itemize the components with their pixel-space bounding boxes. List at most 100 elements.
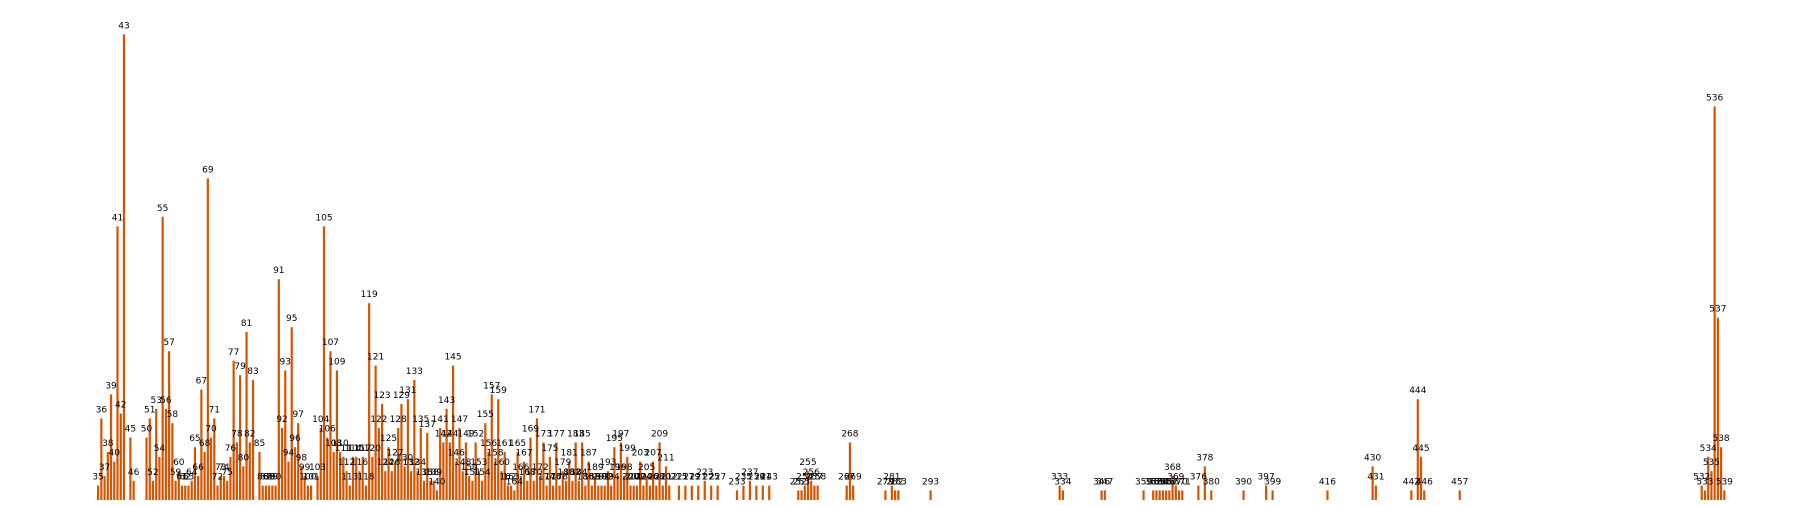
bar-label-68: 68	[199, 439, 211, 449]
bar-54	[158, 456, 161, 500]
bar-label-268: 268	[841, 429, 858, 439]
bar-label-184: 184	[570, 468, 587, 478]
bar-label-192: 192	[596, 473, 613, 483]
bar-39	[109, 394, 113, 500]
bar-label-126: 126	[383, 458, 400, 468]
bar-258	[816, 485, 819, 500]
bar-label-198: 198	[615, 463, 632, 473]
bar-label-158: 158	[486, 449, 503, 459]
bar-label-539: 539	[1716, 477, 1733, 487]
bar-label-107: 107	[322, 338, 339, 348]
bar-168	[526, 480, 529, 500]
bar-77	[232, 360, 235, 500]
bar-label-215: 215	[670, 473, 687, 483]
bar-165	[516, 452, 519, 500]
bar-256	[810, 480, 813, 500]
bar-369	[1174, 485, 1177, 500]
bar-label-109: 109	[328, 357, 345, 367]
bar-label-182: 182	[564, 468, 581, 478]
bar-label-56: 56	[160, 396, 172, 406]
bar-268	[848, 442, 852, 500]
bar-195	[613, 447, 616, 500]
bar-46	[132, 480, 135, 500]
bar-label-163: 163	[503, 473, 520, 483]
bar-157	[490, 394, 493, 500]
bar-199	[626, 456, 629, 500]
bar-label-137: 137	[419, 420, 436, 430]
bar-173	[542, 442, 545, 500]
bar-label-164: 164	[506, 477, 523, 487]
bar-label-167: 167	[515, 449, 532, 459]
bar-42	[119, 413, 122, 500]
bar-label-75: 75	[221, 468, 232, 478]
bar-117	[361, 456, 364, 500]
bar-label-196: 196	[609, 463, 626, 473]
bar-label-142: 142	[435, 429, 452, 439]
bar-label-256: 256	[803, 468, 820, 478]
bar-362	[1152, 490, 1155, 500]
bar-label-457: 457	[1451, 477, 1468, 487]
bar-label-94: 94	[283, 449, 295, 459]
bar-label-397: 397	[1258, 473, 1275, 483]
bar-366	[1165, 490, 1168, 500]
bar-233	[735, 490, 739, 500]
bar-label-195: 195	[606, 434, 623, 444]
bar-97	[297, 423, 300, 500]
bar-116	[358, 471, 361, 500]
bar-label-362: 362	[1145, 477, 1162, 487]
bar-225	[710, 485, 713, 500]
bar-label-538: 538	[1712, 434, 1729, 444]
bar-95	[290, 327, 293, 500]
bar-80	[242, 466, 245, 500]
bar-399	[1271, 490, 1274, 500]
bar-label-533: 533	[1696, 477, 1713, 487]
bar-252	[797, 490, 800, 500]
bar-label-233: 233	[728, 477, 745, 487]
bar-175	[548, 456, 551, 500]
bar-535	[1710, 471, 1713, 500]
bar-label-97: 97	[292, 410, 303, 420]
bar-label-390: 390	[1235, 477, 1252, 487]
bar-119	[368, 303, 371, 500]
bar-113	[348, 485, 351, 500]
bar-label-176: 176	[544, 473, 561, 483]
bar-185	[581, 442, 584, 500]
bar-label-80: 80	[238, 453, 250, 463]
bar-78	[235, 442, 238, 500]
bar-189	[593, 476, 597, 500]
bar-99	[303, 476, 306, 500]
bar-237	[748, 480, 751, 500]
bar-label-39: 39	[105, 381, 117, 391]
bar-label-72: 72	[212, 473, 223, 483]
bar-label-186: 186	[577, 473, 594, 483]
bar-label-132: 132	[403, 458, 420, 468]
bar-label-376: 376	[1190, 473, 1207, 483]
bar-label-194: 194	[603, 473, 620, 483]
bar-151	[471, 480, 474, 500]
bar-133	[413, 380, 416, 500]
bar-235	[742, 485, 745, 500]
bar-label-347: 347	[1096, 477, 1113, 487]
bar-label-83: 83	[247, 367, 258, 377]
bar-label-178: 178	[551, 473, 568, 483]
bar-79	[239, 375, 242, 500]
bar-label-104: 104	[312, 415, 329, 425]
bar-100	[306, 485, 309, 500]
bar-137	[426, 432, 429, 500]
bar-83	[251, 380, 255, 500]
bar-378	[1203, 466, 1206, 500]
bar-536	[1713, 106, 1716, 501]
bar-label-81: 81	[241, 319, 252, 329]
bar-88	[268, 485, 271, 500]
bar-label-193: 193	[599, 458, 616, 468]
bar-label-346: 346	[1093, 477, 1110, 487]
bar-281	[890, 485, 893, 500]
bar-label-98: 98	[296, 453, 308, 463]
bar-85	[258, 452, 261, 500]
bar-208	[655, 485, 658, 500]
bar-63	[187, 485, 190, 500]
bar-label-67: 67	[196, 377, 207, 387]
bar-label-442: 442	[1403, 477, 1420, 487]
bar-label-140: 140	[428, 477, 445, 487]
bar-label-108: 108	[325, 439, 342, 449]
